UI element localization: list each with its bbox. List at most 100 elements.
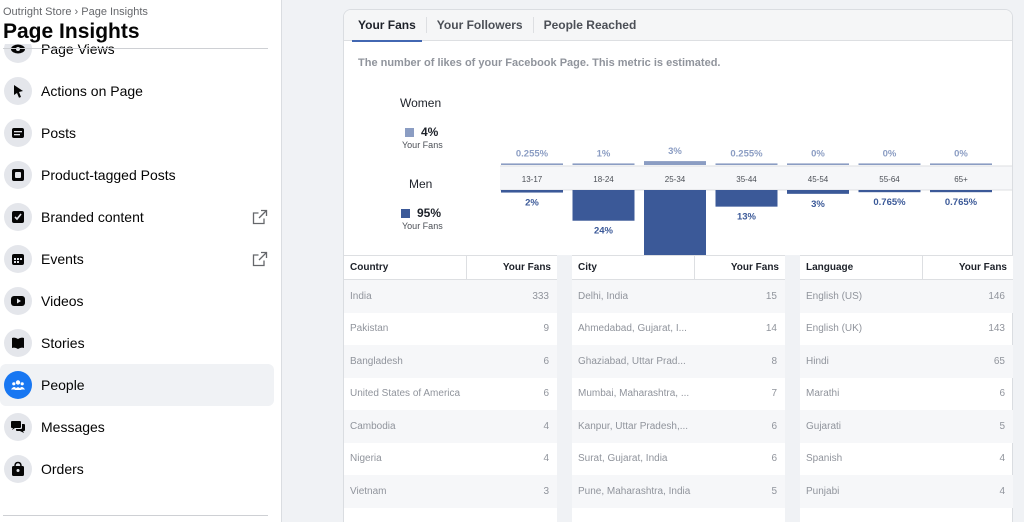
divider [532,17,534,33]
row-label: Punjabi [806,485,840,497]
table-row: Ghaziabad, Uttar Prad... 8 [572,345,785,378]
column-header[interactable]: Your Fans [958,262,1007,273]
row-value: 6 [999,388,1005,400]
branded-content-icon [4,203,32,231]
column-header[interactable]: Your Fans [502,262,551,273]
product-tag-icon [4,161,32,189]
row-value: 6 [543,388,549,400]
axis-band [500,166,1012,190]
row-value: 6 [543,355,549,367]
row-value: 146 [988,290,1005,302]
sidebar-item-actions-on-page[interactable]: Actions on Page [0,70,274,112]
row-label: Cambodia [350,420,396,432]
table-row: India 333 [344,280,557,313]
row-value: 15 [765,290,777,302]
sidebar-item-label: Actions on Page [41,83,143,99]
women-bar [787,163,849,165]
men-bar [858,190,921,193]
sidebar-item-branded-content[interactable]: Branded content [0,196,274,238]
row-label: Vietnam [350,485,387,497]
women-bar [572,163,635,165]
men-bar [715,190,778,207]
column-header[interactable]: Language [800,256,923,279]
men-label: Men [409,177,433,191]
external-link-icon[interactable] [252,209,268,225]
men-bar [501,190,563,193]
row-value: 6 [771,420,777,432]
row-value: 4 [543,453,549,465]
breadcrumb[interactable]: Outright Store › Page Insights [3,6,148,18]
men-value-label: 0.765% [945,197,978,208]
external-link-icon[interactable] [252,251,268,267]
table-header: City Your Fans [572,256,785,280]
row-value: 65 [993,355,1005,367]
men-pct: 95% [401,206,441,220]
column-header[interactable]: Country [344,256,467,279]
tab-your-followers[interactable]: Your Followers [436,17,523,32]
table-row: Pakistan 9 [344,313,557,346]
country-table: Country Your Fans India 333 Pakistan 9 Banglad… [344,255,557,508]
table-row: Vietnam 3 [344,475,557,508]
men-bar [930,190,992,193]
row-label: Ahmedabad, Gujarat, I... [578,323,687,335]
sidebar-item-label: Posts [41,125,77,141]
women-value-label: 0.255% [516,148,549,159]
age-tick-label: 18-24 [593,175,614,184]
sidebar-item-videos[interactable]: Videos [0,280,274,322]
women-swatch [405,127,414,137]
divider [3,515,268,516]
women-bar [715,163,778,165]
table-row: Punjabi 4 [800,475,1013,508]
sidebar-item-label: Page Views [41,41,115,57]
row-label: Kanpur, Uttar Pradesh,... [578,420,689,432]
men-sub: Your Fans [402,221,443,231]
sidebar-item-product-tagged-posts[interactable]: Product-tagged Posts [0,154,274,196]
tab-your-fans[interactable]: Your Fans [348,10,426,42]
sidebar-item-messages[interactable]: Messages [0,406,274,448]
row-label: Hindi [806,355,829,367]
table-row: Bangladesh 6 [344,345,557,378]
women-pct-value: 4% [421,125,439,139]
table-row: United States of America 6 [344,378,557,411]
row-label: English (UK) [806,323,863,335]
table-row: Ahmedabad, Gujarat, I... 14 [572,313,785,346]
men-pct-value: 95% [417,206,442,220]
column-header[interactable]: City [572,256,695,279]
cursor-icon [4,77,32,105]
row-value: 9 [543,323,549,335]
tab-people-reached[interactable]: People Reached [543,17,637,32]
men-bar [644,190,706,257]
men-value-label: 13% [737,212,757,223]
tab-bar: Your Fans Your Followers People Reached [344,10,1012,42]
women-value-label: 0% [883,148,897,159]
women-label: Women [400,96,442,110]
age-gender-chart: 0.255%13-172%1%18-2424%3%25-3452%0.255%3… [500,146,1012,266]
sidebar-item-posts[interactable]: Posts [0,112,274,154]
table-row: English (UK) 143 [800,313,1013,346]
men-value-label: 2% [525,198,539,209]
men-swatch [401,208,410,218]
calendar-icon [4,245,32,273]
sidebar-item-label: Stories [41,335,85,351]
column-header[interactable]: Your Fans [730,262,779,273]
table-row: Nigeria 4 [344,443,557,476]
sidebar-item-orders[interactable]: Orders [0,448,274,490]
men-value-label: 0.765% [873,197,906,208]
sidebar-item-label: Branded content [41,209,144,225]
orders-icon [4,455,32,483]
sidebar-item-people[interactable]: People [0,364,274,406]
age-tick-label: 55-64 [879,175,900,184]
women-bar [501,163,563,165]
age-tick-label: 25-34 [665,175,686,184]
sidebar-item-events[interactable]: Events [0,238,274,280]
stories-icon [4,329,32,357]
table-header: Country Your Fans [344,256,557,280]
women-value-label: 3% [668,146,682,157]
sidebar-item-label: Orders [41,461,84,477]
sidebar-item-stories[interactable]: Stories [0,322,274,364]
women-value-label: 1% [597,148,611,159]
metric-description: The number of likes of your Facebook Pag… [358,57,721,69]
row-label: Mumbai, Maharashtra, ... [578,388,690,400]
row-value: 3 [543,485,549,497]
men-value-label: 24% [594,226,614,237]
